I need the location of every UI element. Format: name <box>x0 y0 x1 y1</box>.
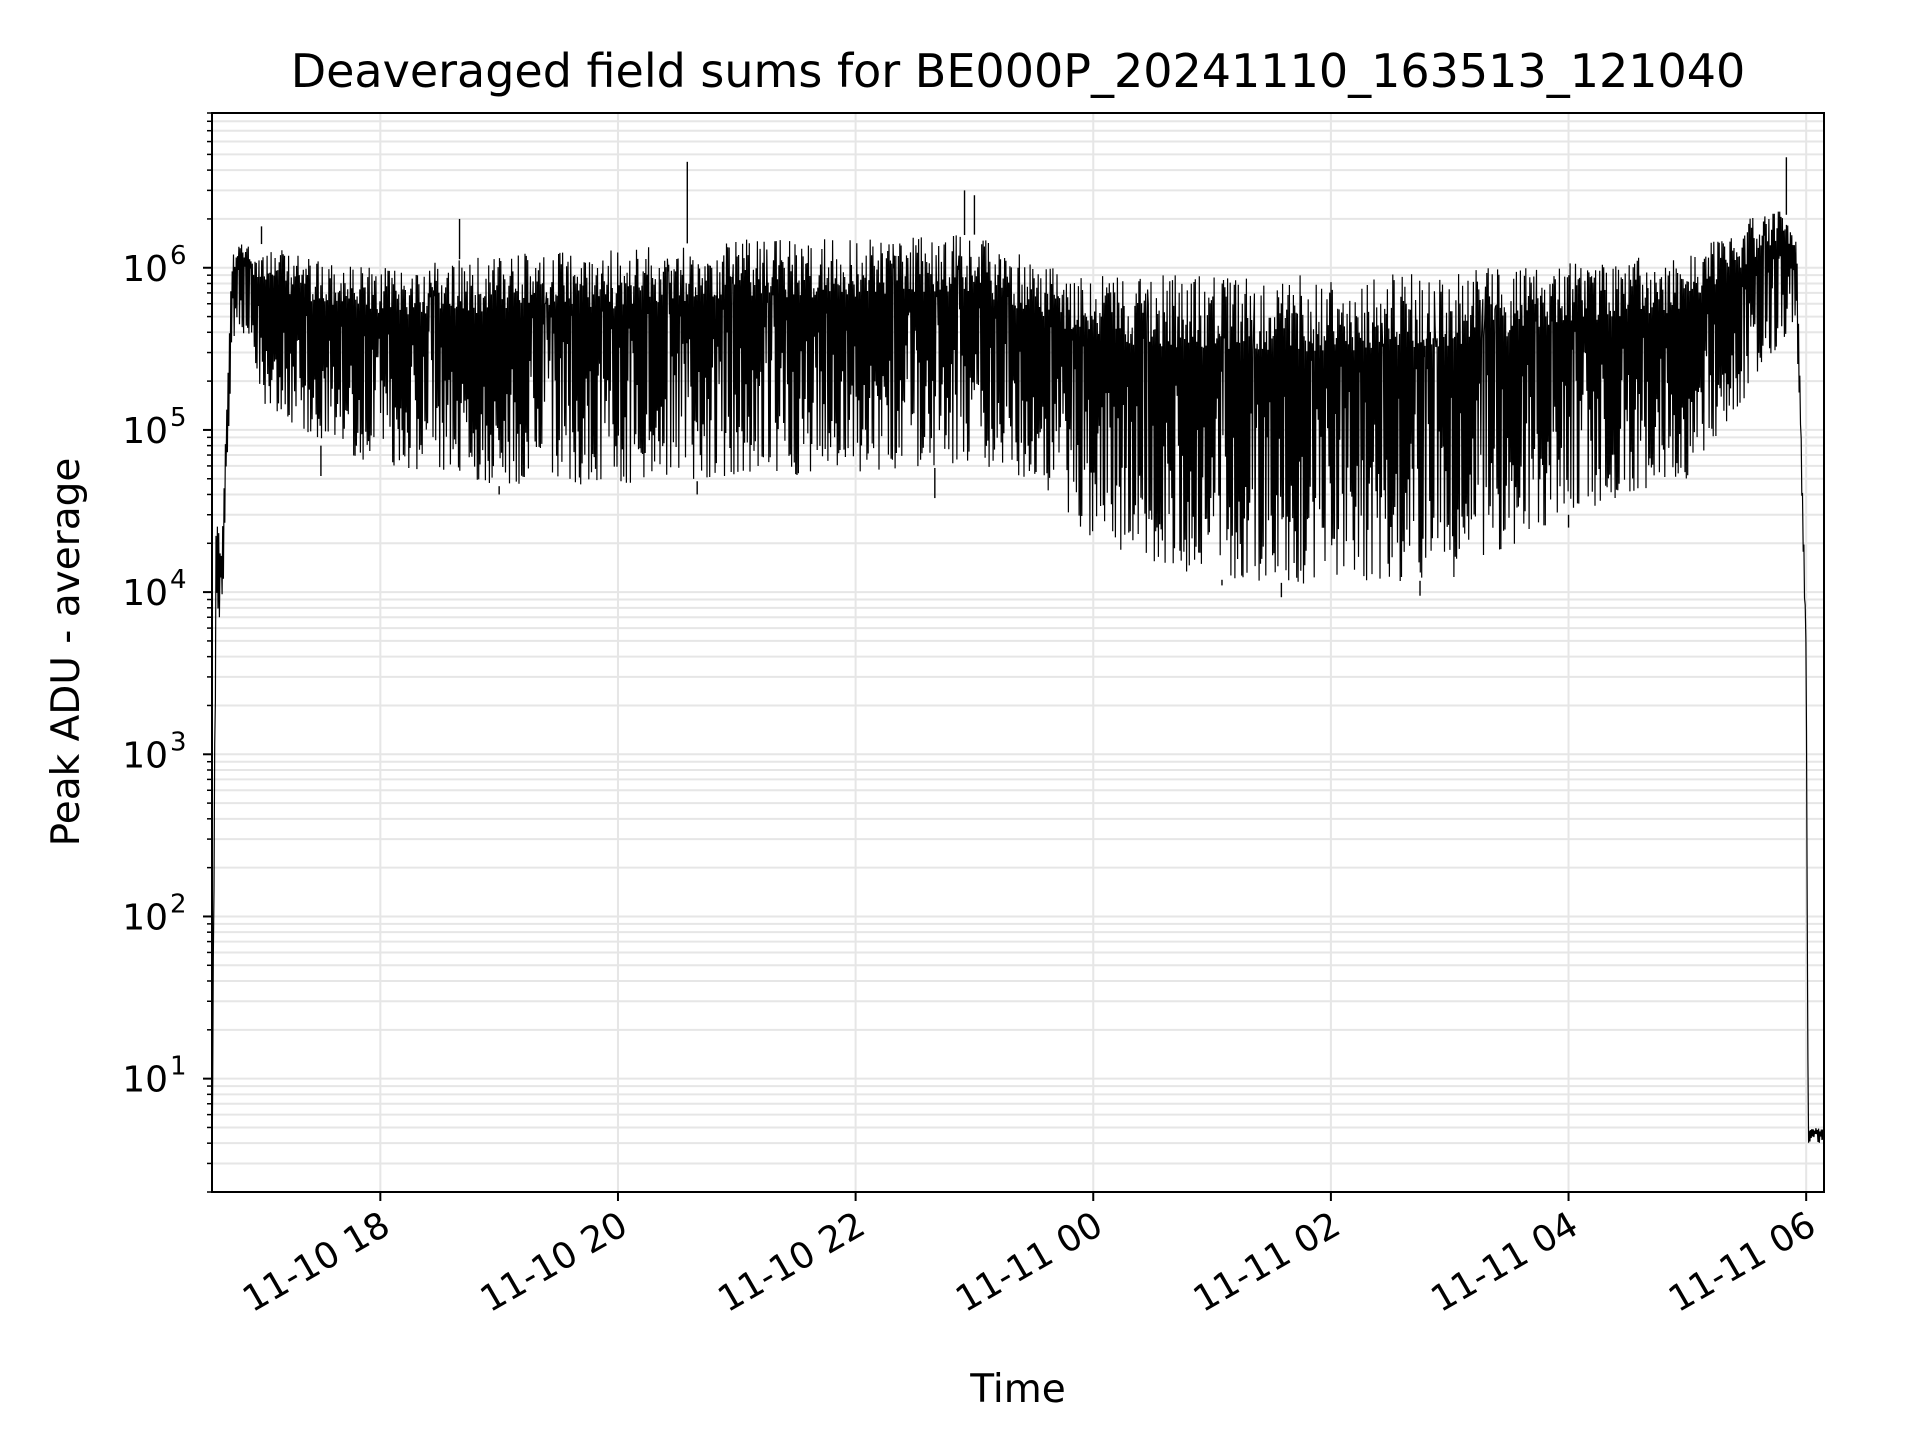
y-tick-exponent: 5 <box>170 403 187 433</box>
y-tick-label: 10 <box>122 411 168 452</box>
y-tick-label: 10 <box>122 897 168 938</box>
y-tick-label: 10 <box>122 735 168 776</box>
y-tick-label: 10 <box>122 1060 168 1101</box>
chart-title: Deaveraged field sums for BE000P_2024111… <box>291 44 1746 98</box>
y-tick-exponent: 1 <box>170 1052 187 1082</box>
y-tick-exponent: 2 <box>170 889 187 919</box>
y-tick-label: 10 <box>122 573 168 614</box>
y-axis-label: Peak ADU - average <box>44 458 89 847</box>
y-tick-exponent: 4 <box>170 565 187 595</box>
y-tick-label: 10 <box>122 249 168 290</box>
y-tick-exponent: 3 <box>170 727 187 757</box>
x-axis-label: Time <box>969 1367 1065 1412</box>
y-tick-exponent: 6 <box>170 241 187 271</box>
